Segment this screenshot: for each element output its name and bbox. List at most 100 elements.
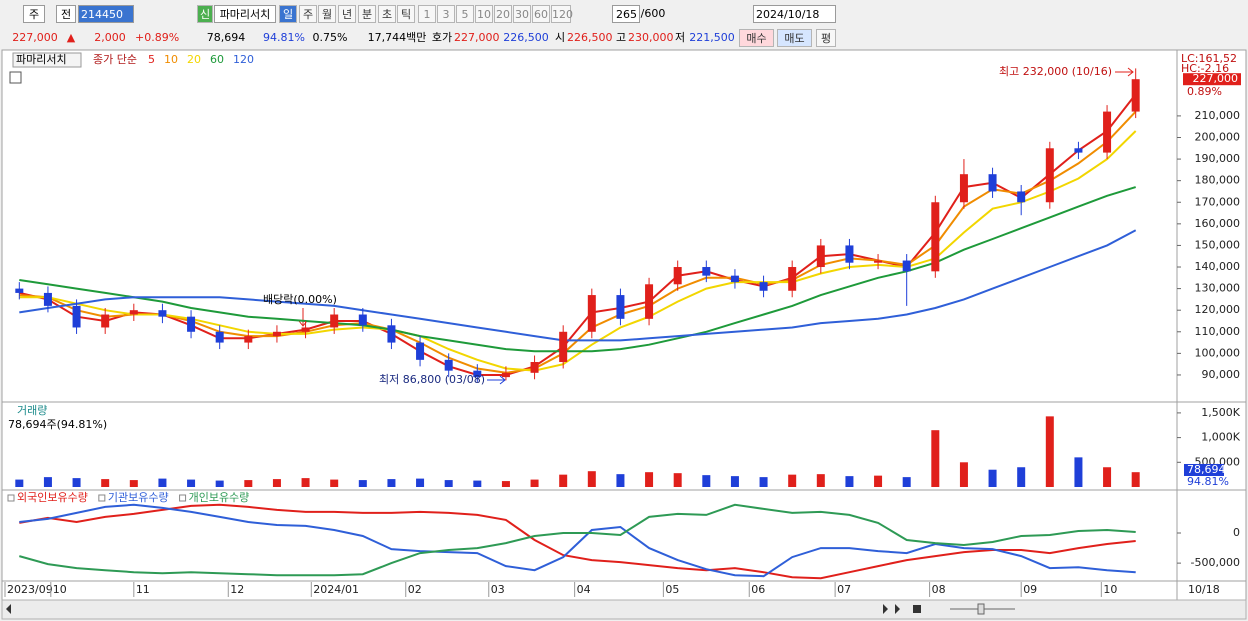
legend-entry: 20	[187, 53, 201, 66]
legend-entry: 기관보유수량	[108, 491, 169, 504]
x-tick-label: 08	[932, 583, 946, 596]
x-tick-label: 04	[577, 583, 591, 596]
count-max: /600	[640, 7, 666, 20]
volume-bar	[72, 478, 81, 487]
candle-body	[1103, 111, 1112, 153]
y-tick-label: 190,000	[1195, 152, 1241, 165]
annotation-dividend: 배당락(0.00%)	[263, 293, 337, 306]
candle-body	[101, 314, 110, 328]
quote-volume-ratio: 94.81%	[263, 31, 305, 44]
count-input[interactable]: 265	[612, 5, 640, 23]
volume-bar	[416, 478, 425, 487]
volume-bar	[816, 474, 825, 487]
candle-body	[1131, 79, 1140, 112]
quote-ask: 227,000	[454, 31, 500, 44]
zoom-handle[interactable]	[977, 603, 985, 615]
interval-button[interactable]: 틱	[397, 5, 415, 23]
legend-entry: 개인보유수량	[189, 491, 250, 504]
series-line	[19, 503, 1136, 577]
volume-bar	[158, 478, 167, 487]
interval-button[interactable]: 초	[378, 5, 396, 23]
series-line	[19, 503, 1136, 580]
multiplier-button[interactable]: 5	[456, 5, 474, 23]
quote-turnover: 0.75%	[312, 31, 348, 44]
x-tick-label: 2024/01	[313, 583, 359, 596]
date-input[interactable]: 2024/10/18	[753, 5, 836, 23]
low-arrow	[487, 375, 506, 385]
y-tick-label: 140,000	[1195, 260, 1241, 273]
side-label: HC:-2.16	[1181, 62, 1229, 75]
legend-swatch	[98, 494, 106, 502]
candle-body	[187, 316, 196, 332]
quote-high: 230,000	[628, 31, 674, 44]
candle-body	[1074, 148, 1083, 153]
multiplier-button[interactable]: 120	[551, 5, 573, 23]
volume-bar	[530, 479, 539, 487]
x-tick-label: 10	[53, 583, 67, 596]
multiplier-button[interactable]: 10	[475, 5, 493, 23]
legend-entry: 60	[210, 53, 224, 66]
multiplier-button[interactable]: 1	[418, 5, 436, 23]
candle-body	[559, 331, 568, 363]
quote-price: 227,000	[12, 31, 58, 44]
stop-button[interactable]	[913, 605, 921, 613]
candle-body	[759, 282, 768, 291]
view-select[interactable]: 전	[56, 5, 76, 23]
multiplier-button[interactable]: 60	[532, 5, 550, 23]
quote-change-rate: +0.89%	[135, 31, 180, 44]
legend-swatch	[7, 494, 15, 502]
scroll-left[interactable]	[6, 604, 11, 614]
quote-change: 2,000	[94, 31, 126, 44]
annotation-low: 최저 86,800 (03/08)	[379, 373, 485, 386]
volume-bar	[501, 481, 510, 487]
scrollbar[interactable]	[1, 599, 1247, 620]
candle-body	[473, 370, 482, 378]
volume-bar	[931, 430, 940, 487]
interval-button[interactable]: 년	[338, 5, 356, 23]
y-tick-label: 90,000	[1202, 368, 1241, 381]
candle-body	[129, 310, 138, 315]
quote-open: 226,500	[567, 31, 613, 44]
interval-button[interactable]: 일	[279, 5, 297, 23]
candle-body	[43, 292, 52, 306]
series-line	[19, 93, 1137, 376]
volume-bar	[559, 474, 568, 487]
annotation-high: 최고 232,000 (10/16)	[999, 65, 1112, 78]
candle-body	[902, 260, 911, 272]
x-tick-label: 10	[1103, 583, 1117, 596]
quote-high-label: 고	[615, 31, 627, 44]
candle-body	[244, 336, 253, 343]
volume-bar	[129, 480, 138, 487]
badge[interactable]: 신	[197, 5, 213, 23]
multiplier-button[interactable]: 20	[494, 5, 512, 23]
last-price: 227,000	[1193, 72, 1239, 85]
stock-name[interactable]: 파마리서치	[214, 5, 276, 23]
last-change: 0.89%	[1187, 85, 1222, 98]
candle-body	[702, 267, 711, 276]
candle-body	[416, 342, 425, 360]
y-tick-label: 130,000	[1195, 282, 1241, 295]
code-input[interactable]: 214450	[78, 5, 134, 23]
candle-body	[959, 174, 968, 203]
sell-button[interactable]: 매도	[777, 29, 812, 47]
volume-bar	[43, 477, 52, 487]
interval-button[interactable]: 주	[299, 5, 317, 23]
candle-body	[616, 295, 625, 319]
multiplier-button[interactable]: 3	[437, 5, 455, 23]
calendar-icon[interactable]	[9, 71, 22, 84]
candle-body	[72, 305, 81, 328]
volume-bar	[759, 477, 768, 487]
interval-button[interactable]: 월	[318, 5, 336, 23]
interval-button[interactable]: 분	[358, 5, 376, 23]
legend-swatch	[179, 494, 187, 502]
multiplier-button[interactable]: 30	[513, 5, 531, 23]
side-label: LC:161,52	[1181, 52, 1237, 65]
period-select[interactable]: 주	[23, 5, 45, 23]
series-line	[19, 229, 1137, 342]
buy-button[interactable]: 매수	[739, 29, 774, 47]
avg-button[interactable]: 평	[816, 29, 836, 47]
y-tick-label: -500,000	[1191, 556, 1240, 569]
scroll-controls[interactable]	[883, 604, 900, 614]
candle-body	[816, 245, 825, 268]
